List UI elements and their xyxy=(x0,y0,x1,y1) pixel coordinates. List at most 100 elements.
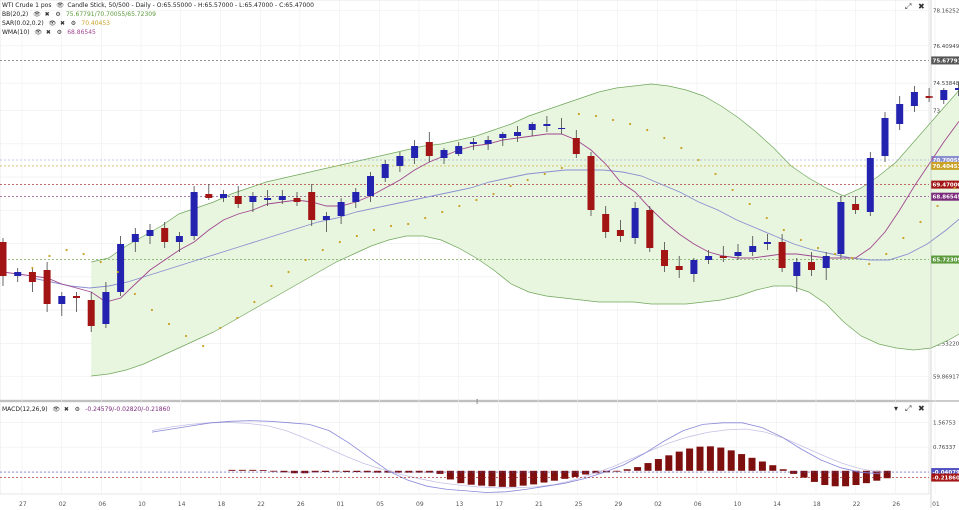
macd-histogram-bar xyxy=(249,470,256,471)
macd-y-tick-label: 1.56753 xyxy=(933,420,956,426)
candle-body xyxy=(323,216,330,220)
candle-body xyxy=(485,140,492,144)
candle-body xyxy=(588,156,595,210)
sar-dot xyxy=(834,253,836,255)
sar-dot xyxy=(168,323,170,325)
price-tag-label: 75.67791 xyxy=(933,58,959,64)
candle-body xyxy=(911,92,918,106)
price-tag-label: 70.40453 xyxy=(933,164,959,170)
x-tick-label: 14 xyxy=(773,501,781,508)
sar-dot xyxy=(527,179,529,181)
x-tick-label: 10 xyxy=(734,501,742,508)
sar-dot xyxy=(373,229,375,231)
sar-dot xyxy=(561,167,563,169)
macd-histogram-bar xyxy=(717,448,724,471)
bb-values: 75.67791/70.70055/65.72309 xyxy=(66,11,156,18)
candle-body xyxy=(764,242,771,244)
candle-body xyxy=(279,196,286,200)
close-icon[interactable]: ✖ xyxy=(918,2,925,11)
candle-body xyxy=(529,124,536,130)
gear-icon[interactable]: ⚙ xyxy=(56,28,62,37)
sar-dot xyxy=(390,225,392,227)
candle-body xyxy=(837,202,844,254)
sar-dot xyxy=(714,173,716,175)
candle-body xyxy=(308,192,315,220)
candle-body xyxy=(161,228,168,242)
close-icon[interactable]: ✖ xyxy=(60,19,66,28)
candle-body xyxy=(632,208,639,238)
candle-body xyxy=(0,242,7,276)
wma-value: 68.86545 xyxy=(67,29,96,36)
close-icon[interactable]: ✖ xyxy=(918,404,925,413)
macd-histogram-bar xyxy=(728,450,735,470)
expand-icon[interactable]: ⤢ xyxy=(905,404,911,414)
macd-histogram-bar xyxy=(239,470,246,471)
candle-body xyxy=(455,146,462,154)
wma-label: WMA(10) xyxy=(2,29,30,36)
eye-icon[interactable]: 👁 xyxy=(53,405,59,414)
sar-dot xyxy=(83,253,85,255)
sar-dot xyxy=(954,187,956,189)
macd-histogram-bar xyxy=(405,471,412,473)
close-icon[interactable]: ✖ xyxy=(44,10,50,19)
gear-icon[interactable]: ⚙ xyxy=(74,405,80,414)
sar-dot xyxy=(356,235,358,237)
sar-dot xyxy=(31,267,33,269)
expand-icon[interactable]: ⤢ xyxy=(905,2,911,12)
y-tick-label: 59.86917 xyxy=(933,375,959,381)
x-tick-label: 01 xyxy=(337,501,345,508)
close-icon[interactable]: ✖ xyxy=(45,28,51,37)
macd-histogram-bar xyxy=(738,454,745,471)
x-tick-label: 06 xyxy=(694,501,702,508)
eye-icon[interactable]: 👁 xyxy=(34,28,40,37)
sar-dot xyxy=(48,255,50,257)
macd-histogram-bar xyxy=(697,447,704,471)
candle-body xyxy=(602,214,609,232)
candle-body xyxy=(176,236,183,242)
candle-body xyxy=(852,204,859,210)
candle-body xyxy=(117,244,124,292)
x-tick-label: 25 xyxy=(575,501,583,508)
gear-icon[interactable]: ⚙ xyxy=(55,10,61,19)
x-tick-label: 09 xyxy=(416,501,424,508)
drag-handle-icon[interactable]: ⁞ xyxy=(476,398,478,406)
sar-dot xyxy=(322,249,324,251)
candle-body xyxy=(499,134,506,138)
candle-body xyxy=(823,256,830,268)
macd-histogram-bar xyxy=(624,469,631,471)
sar-dot xyxy=(868,263,870,265)
sar-dot xyxy=(236,317,238,319)
eye-icon[interactable]: 👁 xyxy=(33,10,39,19)
sar-dot xyxy=(680,147,682,149)
macd-histogram-bar xyxy=(749,458,756,471)
macd-histogram-bar xyxy=(686,449,693,471)
sar-dot xyxy=(817,247,819,249)
x-tick-label: 13 xyxy=(456,501,464,508)
gear-icon[interactable]: ⚙ xyxy=(70,19,76,28)
bb-label: BB(20,2) xyxy=(2,11,28,18)
candle-body xyxy=(882,118,889,156)
sar-label: SAR(0.02,0.2) xyxy=(2,20,44,27)
sar-dot xyxy=(117,271,119,273)
x-tick-label: 02 xyxy=(59,501,67,508)
close-icon[interactable]: ✖ xyxy=(63,405,69,414)
candle-body xyxy=(102,292,109,324)
eye-icon[interactable]: 👁 xyxy=(56,1,62,10)
sar-dot xyxy=(202,345,204,347)
chevron-down-icon[interactable]: ▾ xyxy=(894,404,898,413)
candle-body xyxy=(779,242,786,268)
x-tick-label: 29 xyxy=(615,501,623,508)
eye-icon[interactable]: 👁 xyxy=(49,19,55,28)
macd-histogram-bar xyxy=(260,470,267,471)
x-tick-label: 27 xyxy=(19,501,27,508)
macd-histogram-bar xyxy=(832,471,839,486)
sar-dot xyxy=(936,205,938,207)
candle-body xyxy=(88,300,95,326)
macd-histogram-bar xyxy=(229,470,236,471)
x-tick-label: 06 xyxy=(98,501,106,508)
sar-dot xyxy=(766,217,768,219)
sar-dot xyxy=(100,261,102,263)
x-tick-label: 18 xyxy=(218,501,226,508)
